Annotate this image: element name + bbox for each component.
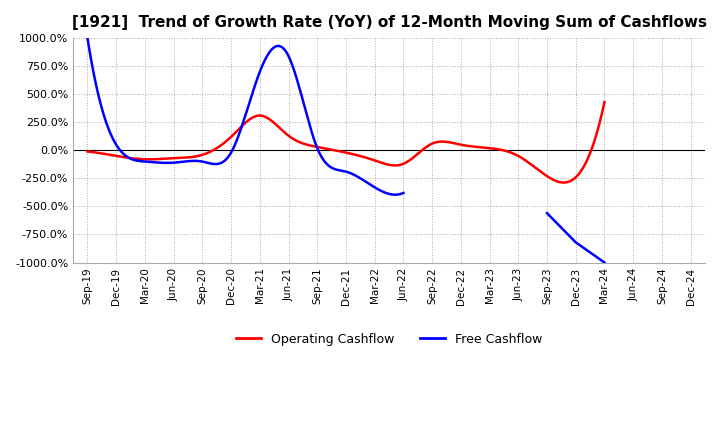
Legend: Operating Cashflow, Free Cashflow: Operating Cashflow, Free Cashflow	[231, 327, 547, 351]
Title: [1921]  Trend of Growth Rate (YoY) of 12-Month Moving Sum of Cashflows: [1921] Trend of Growth Rate (YoY) of 12-…	[71, 15, 706, 30]
